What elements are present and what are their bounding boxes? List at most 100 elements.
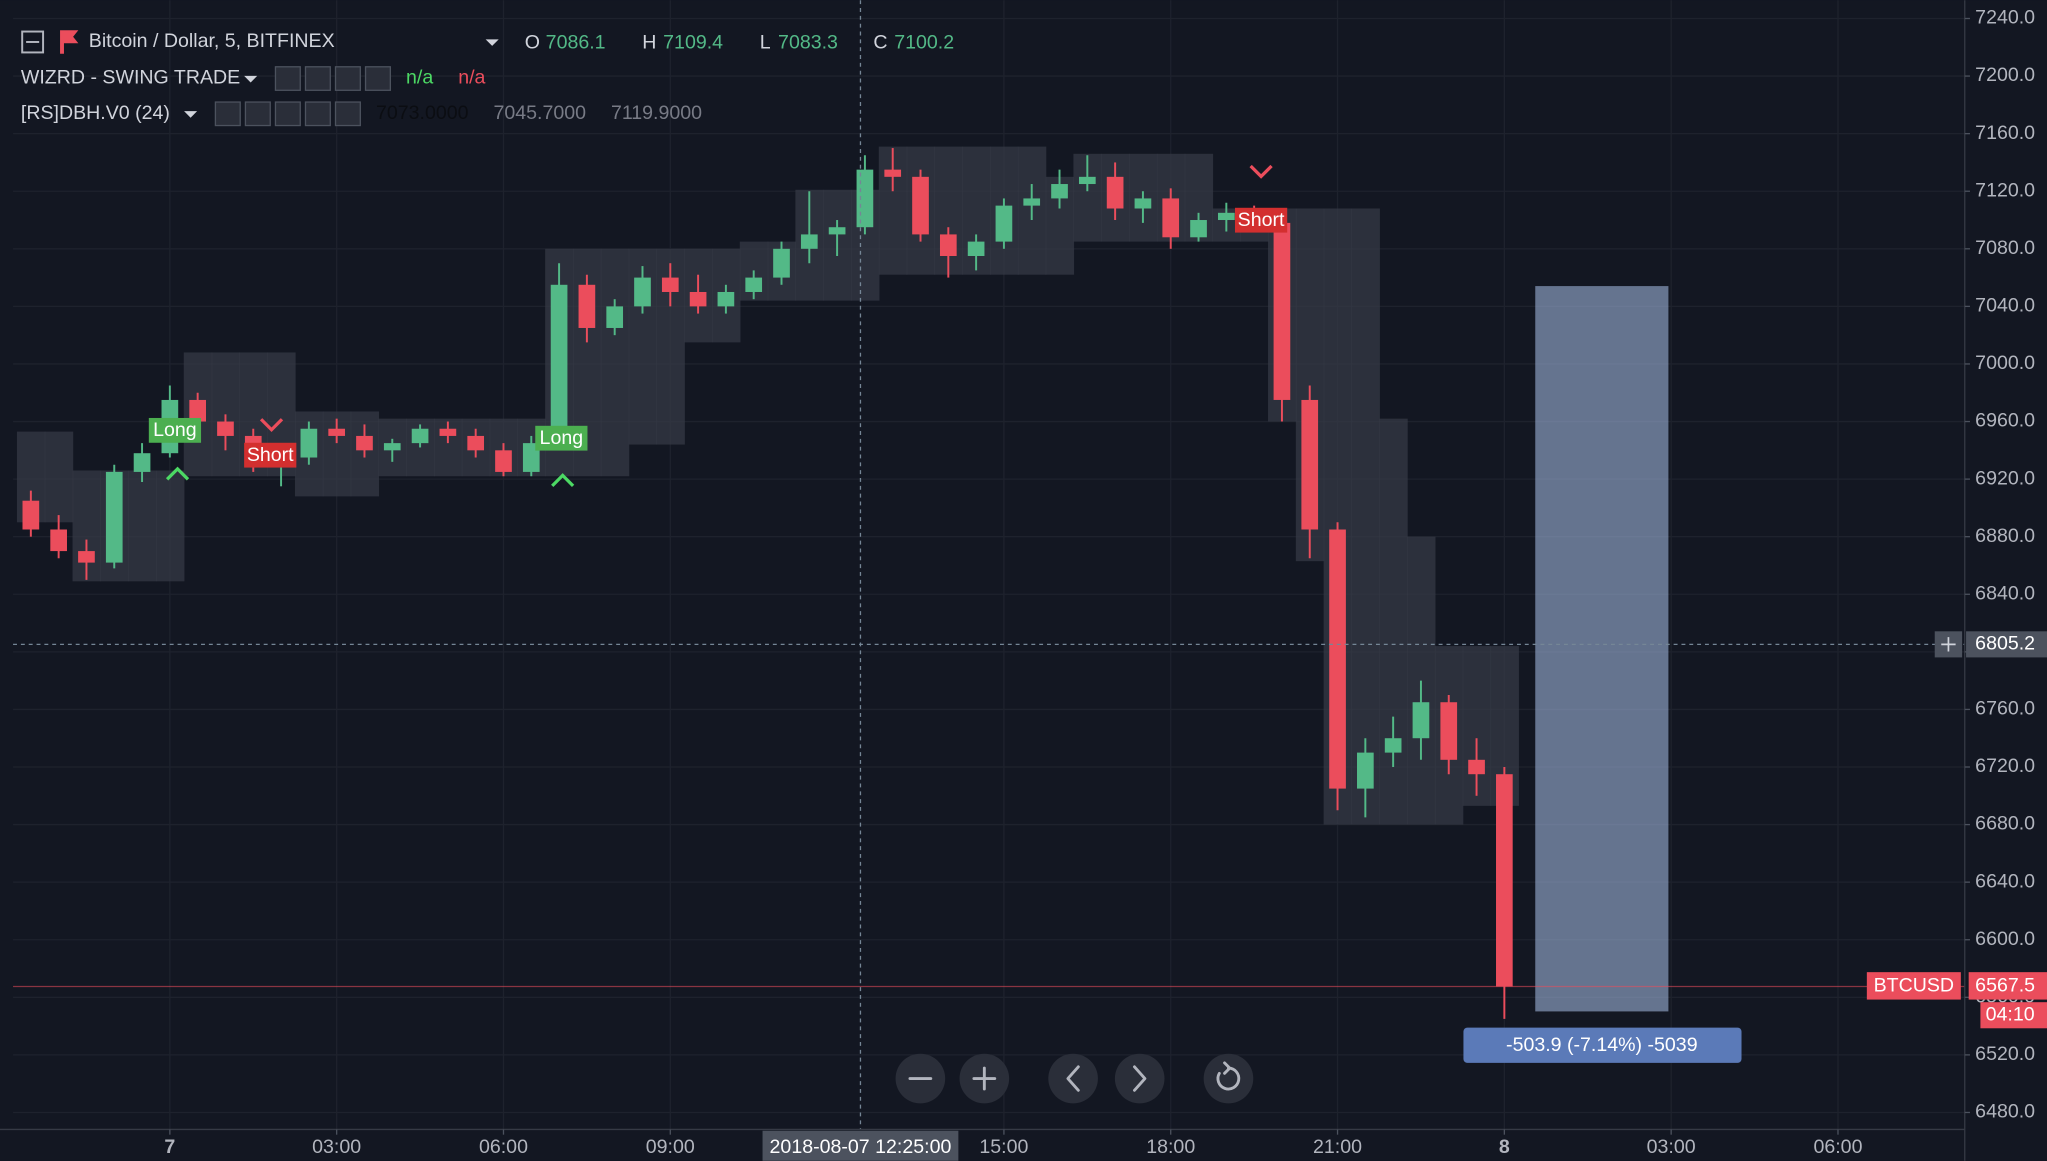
settings-button[interactable] bbox=[244, 101, 271, 127]
candle-body bbox=[356, 435, 373, 451]
candle-body bbox=[1078, 176, 1096, 185]
candle-body bbox=[550, 284, 568, 444]
y-tick-label: 6520.0 bbox=[1975, 1043, 2035, 1065]
candle-body bbox=[1217, 212, 1235, 221]
candle-body bbox=[634, 277, 651, 307]
candle-body bbox=[939, 234, 957, 257]
channel-band bbox=[155, 470, 185, 582]
eye-button[interactable] bbox=[274, 66, 301, 91]
symbol-title[interactable]: Bitcoin / Dollar, 5, BITFINEX bbox=[89, 30, 335, 52]
ohlc-value: 7109.4 bbox=[663, 31, 723, 53]
symbol-label-bg bbox=[1866, 972, 1961, 1000]
indicator-name[interactable]: WIZRD - SWING TRADE bbox=[21, 67, 240, 89]
reset-button[interactable] bbox=[1203, 1053, 1254, 1104]
candle-body bbox=[1412, 702, 1430, 739]
candle-body bbox=[189, 399, 207, 422]
candle-body bbox=[1134, 198, 1152, 209]
y-tick-label: 6840.0 bbox=[1975, 582, 2035, 604]
candle-body bbox=[1301, 399, 1319, 530]
ohlc-value: 7086.1 bbox=[546, 31, 606, 53]
eye-button[interactable] bbox=[214, 101, 241, 127]
collapse-icon[interactable] bbox=[21, 30, 45, 54]
candle-body bbox=[1384, 738, 1402, 753]
zoom-in-button[interactable] bbox=[959, 1053, 1010, 1104]
candle-body bbox=[300, 428, 318, 458]
ohlc-label: L bbox=[760, 31, 771, 53]
y-tick-label: 7120.0 bbox=[1975, 179, 2035, 201]
zoom-out-button[interactable] bbox=[895, 1053, 946, 1104]
candle-body bbox=[1496, 774, 1513, 987]
signal-label: Short bbox=[247, 444, 294, 466]
candle-body bbox=[1273, 222, 1291, 400]
candle-body bbox=[828, 227, 846, 235]
channel-band bbox=[1351, 208, 1380, 825]
exchange-flag bbox=[60, 30, 79, 54]
candle-body bbox=[717, 291, 735, 307]
indicator-value: 7119.9000 bbox=[611, 102, 702, 124]
last-price-label: 6567.5 bbox=[1975, 975, 2035, 997]
scroll-left-button[interactable] bbox=[1048, 1053, 1098, 1104]
x-tick-label: 8 bbox=[1499, 1136, 1510, 1158]
candle-body bbox=[856, 169, 874, 228]
candle-body bbox=[912, 176, 929, 235]
candle-body bbox=[50, 529, 67, 552]
candle-body bbox=[773, 248, 790, 278]
crosshair-price-bg bbox=[1966, 631, 2047, 658]
signal-label-bg bbox=[535, 425, 588, 451]
y-tick-label: 6760.0 bbox=[1975, 698, 2035, 720]
indicator-buttons bbox=[214, 101, 361, 127]
candle-body bbox=[217, 421, 234, 436]
measure-label-bg bbox=[1463, 1027, 1742, 1063]
candle-body bbox=[689, 291, 707, 307]
ohlc-label: C bbox=[873, 31, 887, 53]
y-tick-label: 6920.0 bbox=[1975, 467, 2035, 489]
y-tick-label: 7080.0 bbox=[1975, 237, 2035, 259]
candle-body bbox=[78, 551, 95, 563]
candle-body bbox=[1190, 220, 1207, 238]
x-tick-label: 06:00 bbox=[1813, 1136, 1862, 1158]
crosshair-time-label: 2018-08-07 12:25:00 bbox=[770, 1136, 952, 1158]
channel-band bbox=[600, 248, 630, 477]
y-tick-label: 7000.0 bbox=[1975, 352, 2035, 374]
source-button[interactable] bbox=[274, 101, 301, 127]
settings-button[interactable] bbox=[304, 66, 331, 91]
dropdown-arrow[interactable] bbox=[184, 111, 198, 118]
add-button[interactable] bbox=[304, 101, 331, 127]
candle-body bbox=[745, 277, 763, 292]
candle-body bbox=[328, 428, 346, 436]
candle-body bbox=[661, 277, 679, 292]
remove-button[interactable] bbox=[364, 66, 391, 91]
navigation-buttons bbox=[895, 1053, 1254, 1104]
candle-body bbox=[467, 435, 485, 451]
candle-body bbox=[800, 234, 818, 249]
candle-body bbox=[1051, 184, 1068, 199]
measure-box bbox=[1535, 286, 1669, 1012]
dropdown-arrow[interactable] bbox=[244, 75, 258, 83]
y-tick-label: 6720.0 bbox=[1975, 755, 2035, 777]
signal-label-bg bbox=[148, 417, 202, 443]
signal-label-bg bbox=[1234, 207, 1288, 233]
candle-body bbox=[995, 205, 1013, 242]
candle-body bbox=[133, 453, 151, 472]
scroll-right-button[interactable] bbox=[1114, 1053, 1165, 1104]
channel-band bbox=[128, 470, 157, 582]
x-tick-label: 18:00 bbox=[1146, 1136, 1195, 1158]
remove-button[interactable] bbox=[334, 101, 361, 127]
dropdown-arrow[interactable] bbox=[485, 39, 499, 46]
signal-arrow bbox=[259, 418, 284, 433]
crosshair-add-icon bbox=[1941, 637, 1956, 652]
signal-arrow bbox=[165, 466, 190, 481]
candle-body bbox=[22, 500, 40, 530]
plot-area: Long Short Long Short -503.9 (-7.14%) -5039 bbox=[13, 0, 1965, 1130]
x-tick-label: 03:00 bbox=[312, 1136, 361, 1158]
source-button[interactable] bbox=[334, 66, 361, 91]
legend-header: Bitcoin / Dollar, 5, BITFINEX O 7086.1 H… bbox=[21, 30, 954, 127]
candle-body bbox=[606, 306, 624, 328]
x-tick-label: 21:00 bbox=[1313, 1136, 1362, 1158]
indicator-name[interactable]: [RS]DBH.V0 (24) bbox=[21, 102, 170, 124]
y-tick-label: 7160.0 bbox=[1975, 122, 2035, 144]
signal-label: Long bbox=[540, 427, 584, 449]
x-tick-label: 06:00 bbox=[479, 1136, 528, 1158]
signal-label: Long bbox=[153, 419, 197, 441]
